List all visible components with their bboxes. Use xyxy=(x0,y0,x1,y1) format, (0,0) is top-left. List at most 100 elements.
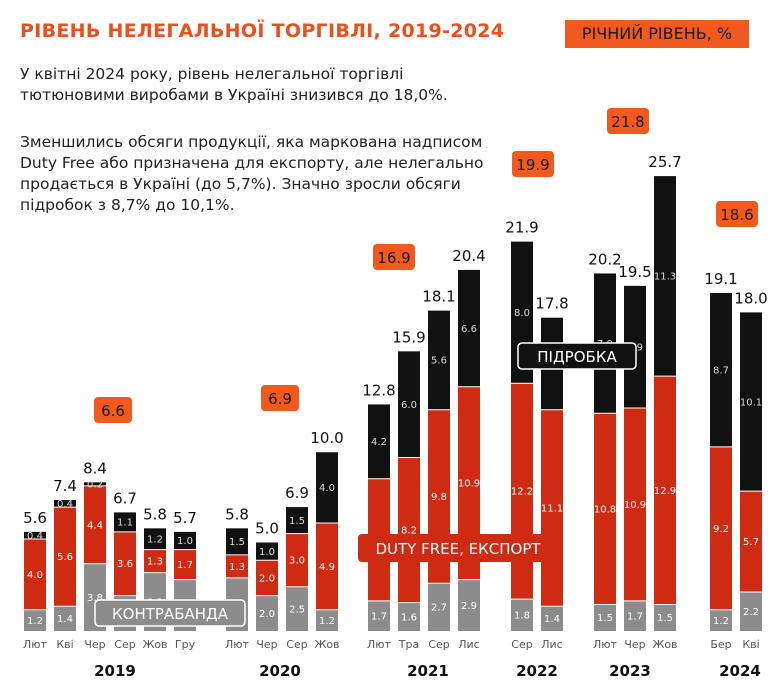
bar-segment-2019-6-2 xyxy=(174,531,196,550)
bar-segment-2023-2-0 xyxy=(624,600,646,631)
segment-label: 10.9 xyxy=(624,500,646,511)
bar-segment-2020-3-1 xyxy=(286,533,308,587)
segment-label: 0.4 xyxy=(57,499,73,510)
segment-label: 12.9 xyxy=(654,486,676,497)
bar-segment-2020-1-1 xyxy=(226,554,248,578)
month-tick-label: Тра xyxy=(398,638,419,651)
bar-total-label: 19.1 xyxy=(704,270,737,288)
bar-segment-2024-1-2 xyxy=(710,292,732,447)
annual-level-value-2019: 6.6 xyxy=(101,402,125,420)
year-label-2024: 2024 xyxy=(719,662,761,680)
annual-level-badge-2019 xyxy=(94,397,132,423)
segment-label: 0.2 xyxy=(87,480,103,491)
annual-level-badge-2024 xyxy=(716,201,758,227)
bar-segment-2023-2-1 xyxy=(624,407,646,601)
month-tick-label: Лют xyxy=(225,638,250,651)
month-tick-label: Лют xyxy=(593,638,618,651)
segment-label: 10.9 xyxy=(458,479,480,490)
month-tick-label: Кві xyxy=(742,638,759,651)
bar-segment-2019-1-1 xyxy=(24,538,46,610)
segment-label: 1.2 xyxy=(147,534,163,545)
year-label-2023: 2023 xyxy=(609,662,651,680)
bar-segment-2020-4-2 xyxy=(316,452,338,524)
annual-level-badge-2022 xyxy=(512,151,554,177)
bar-total-label: 25.7 xyxy=(648,153,681,171)
year-label-2022: 2022 xyxy=(516,662,558,680)
segment-label: 0.4 xyxy=(27,531,43,542)
segment-label: 2.7 xyxy=(431,603,447,614)
year-label-2020: 2020 xyxy=(259,662,301,680)
bar-segment-2021-4-2 xyxy=(458,269,480,387)
month-tick-label: Сер xyxy=(286,638,307,651)
description-paragraph-2: Зменшились обсяги продукції, яка маркова… xyxy=(20,133,484,214)
bar-segment-2021-2-1 xyxy=(398,457,420,603)
segment-label: 3.8 xyxy=(87,593,103,604)
bar-total-label: 6.7 xyxy=(113,489,137,507)
bar-segment-2020-1-2 xyxy=(226,528,248,555)
bar-segment-2021-3-2 xyxy=(428,310,450,410)
bar-total-label: 8.4 xyxy=(83,459,107,477)
segment-label: 6.0 xyxy=(401,400,417,411)
bar-segment-2020-2-2 xyxy=(256,542,278,561)
month-tick-label: Чер xyxy=(256,638,277,651)
segment-label: 4.2 xyxy=(371,437,387,448)
bar-segment-2020-4-1 xyxy=(316,523,338,610)
bar-segment-2023-3-1 xyxy=(654,376,676,605)
bar-total-label: 5.8 xyxy=(143,505,167,523)
annual-level-badge-2020 xyxy=(261,385,299,411)
series-annotation-contraband-box xyxy=(94,599,246,627)
bar-segment-2023-3-2 xyxy=(654,176,676,377)
segment-label: 1.2 xyxy=(27,616,43,627)
month-tick-label: Чер xyxy=(624,638,645,651)
segment-label: 3.6 xyxy=(117,559,133,570)
segment-label: 1.5 xyxy=(229,537,245,548)
annual-level-badge-2021 xyxy=(373,244,415,270)
bar-segment-2019-1-2 xyxy=(24,531,46,539)
segment-label: 5.7 xyxy=(743,537,759,548)
bar-segment-2019-2-2 xyxy=(54,500,76,508)
bar-segment-2021-4-0 xyxy=(458,579,480,631)
annual-level-badge-2023 xyxy=(607,108,649,134)
segment-label: 2.0 xyxy=(259,573,275,584)
annual-level-value-2020: 6.9 xyxy=(268,390,292,408)
segment-label: 1.4 xyxy=(57,614,73,625)
bar-segment-2021-2-0 xyxy=(398,602,420,631)
segment-label: 11.1 xyxy=(541,503,563,514)
bar-segment-2019-5-1 xyxy=(144,549,166,573)
segment-label: 1.8 xyxy=(514,611,530,622)
segment-label: 4.4 xyxy=(87,520,103,531)
segment-label: 3.0 xyxy=(289,556,305,567)
segment-label: 1.3 xyxy=(229,562,245,573)
bar-segment-2024-1-1 xyxy=(710,446,732,610)
segment-label: 4.9 xyxy=(319,562,335,573)
bar-total-label: 6.9 xyxy=(285,484,309,502)
segment-label: 2.0 xyxy=(259,609,275,620)
bar-segment-2020-4-0 xyxy=(316,609,338,631)
bar-segment-2019-2-1 xyxy=(54,507,76,607)
bar-total-label: 15.9 xyxy=(392,328,425,346)
bar-segment-2023-1-1 xyxy=(594,413,616,605)
segment-label: 10.1 xyxy=(740,397,762,408)
bar-segment-2024-2-0 xyxy=(740,592,762,631)
segment-label: 5.6 xyxy=(431,356,447,367)
bar-segment-2023-3-0 xyxy=(654,604,676,631)
bar-total-label: 20.4 xyxy=(452,247,485,265)
segment-label: 1.1 xyxy=(117,518,133,529)
bar-segment-2021-4-1 xyxy=(458,386,480,580)
bar-total-label: 7.4 xyxy=(53,477,77,495)
series-annotation-duty-free-export-box xyxy=(358,534,558,562)
bar-total-label: 18.1 xyxy=(422,288,455,306)
segment-label: 1.5 xyxy=(657,613,673,624)
segment-label: 6.6 xyxy=(461,324,477,335)
bar-segment-2019-5-2 xyxy=(144,528,166,550)
month-tick-label: Жов xyxy=(314,638,339,651)
bar-total-label: 18.0 xyxy=(734,289,767,307)
annual-level-legend-badge: РІЧНИЙ РІВЕНЬ, % xyxy=(565,20,749,48)
bar-total-label: 12.8 xyxy=(362,381,395,399)
segment-label: 1.2 xyxy=(319,616,335,627)
year-label-2021: 2021 xyxy=(407,662,449,680)
month-tick-label: Сер xyxy=(511,638,532,651)
annual-level-value-2023: 21.8 xyxy=(611,113,644,131)
month-tick-label: Лис xyxy=(458,638,479,651)
